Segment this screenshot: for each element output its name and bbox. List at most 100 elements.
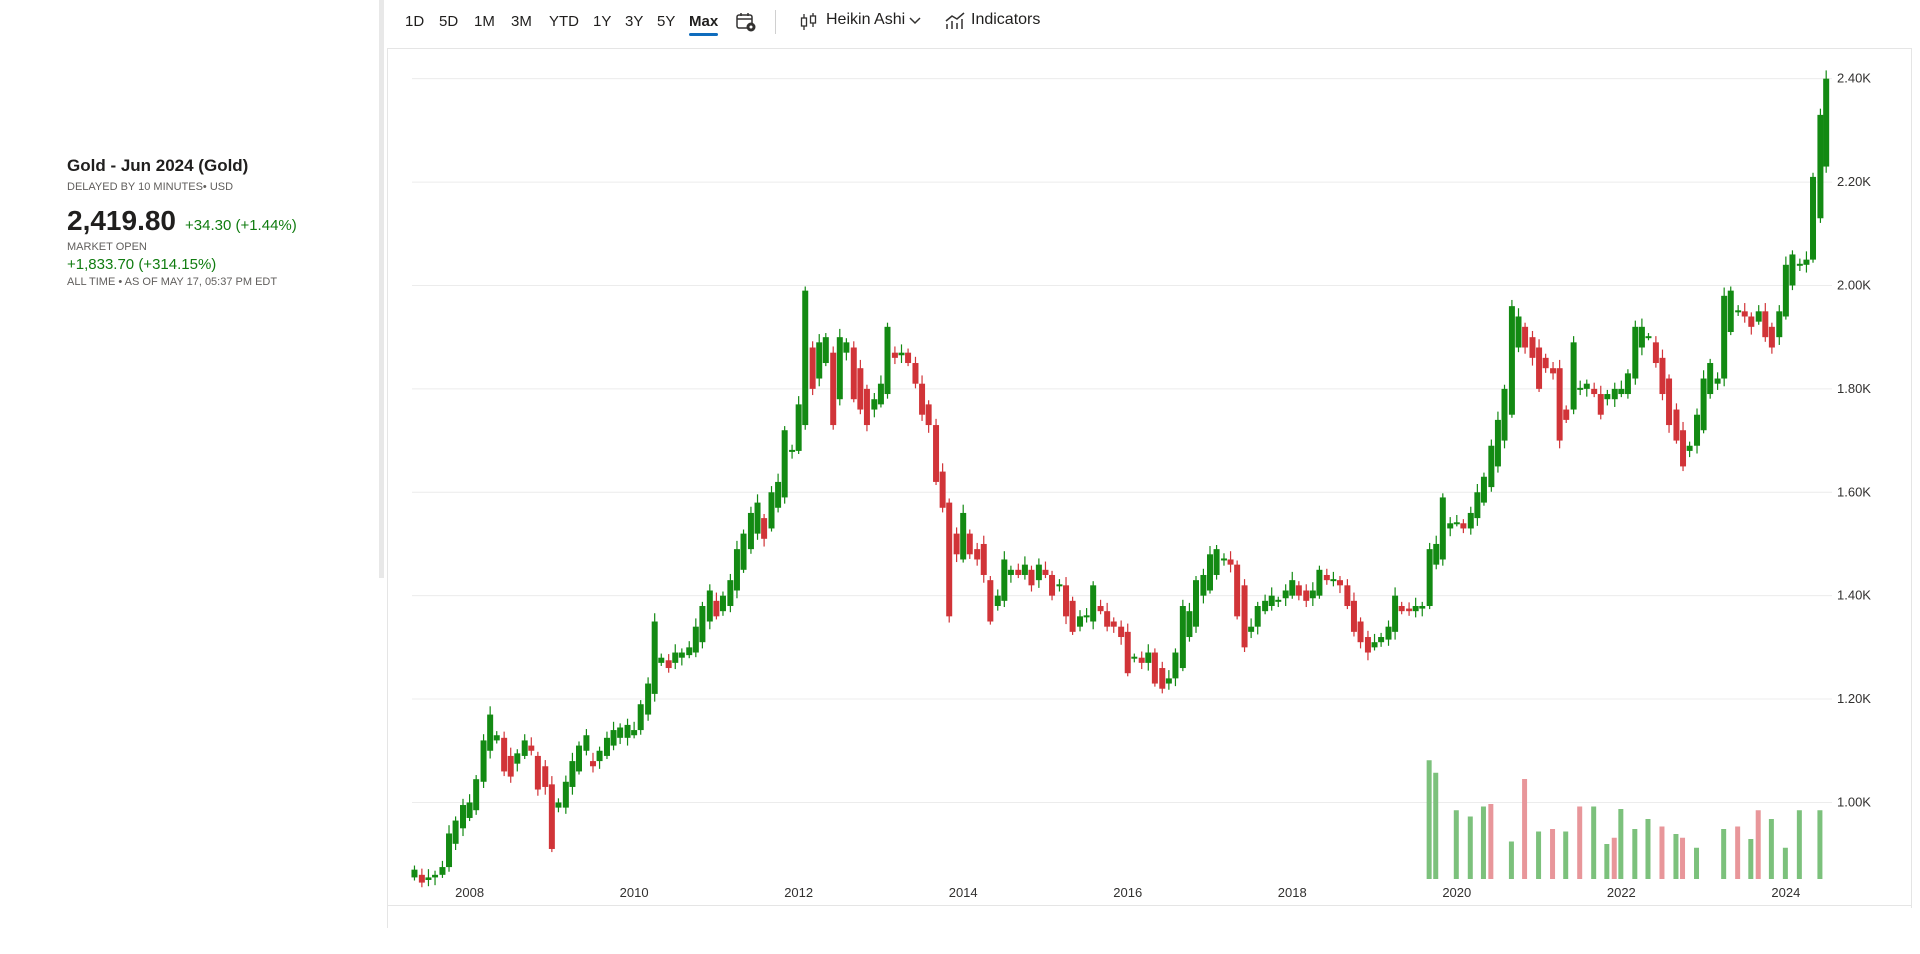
price-chart[interactable]: 1.00K 1.20K 1.40K 1.60K 1.80K 2.00K 2.20K 2.40K… bbox=[387, 50, 1912, 920]
candle[interactable] bbox=[1439, 493, 1446, 566]
candle[interactable] bbox=[1241, 579, 1248, 653]
candle[interactable] bbox=[1810, 172, 1817, 263]
candle[interactable] bbox=[452, 816, 459, 851]
candle[interactable] bbox=[843, 338, 850, 361]
candle[interactable] bbox=[1467, 506, 1474, 535]
candle[interactable] bbox=[1460, 519, 1467, 534]
candle[interactable] bbox=[1262, 594, 1269, 615]
candle[interactable] bbox=[1042, 561, 1049, 579]
candle[interactable] bbox=[1447, 517, 1454, 537]
candle[interactable] bbox=[1056, 579, 1063, 592]
candle[interactable] bbox=[1145, 644, 1152, 671]
candle[interactable] bbox=[1124, 623, 1131, 677]
candle[interactable] bbox=[1611, 382, 1618, 407]
candle[interactable] bbox=[1721, 287, 1728, 387]
candle[interactable] bbox=[507, 747, 514, 783]
candle[interactable] bbox=[980, 535, 987, 583]
range-1d-button[interactable]: 1D bbox=[405, 10, 424, 34]
candle[interactable] bbox=[795, 396, 802, 455]
candle[interactable] bbox=[1035, 558, 1042, 588]
candle[interactable] bbox=[1069, 596, 1076, 635]
candle[interactable] bbox=[1474, 483, 1481, 526]
candle[interactable] bbox=[1453, 515, 1460, 527]
candle[interactable] bbox=[1673, 403, 1680, 444]
candle[interactable] bbox=[1522, 322, 1529, 354]
candle[interactable] bbox=[1165, 670, 1172, 690]
indicators-icon[interactable] bbox=[944, 11, 966, 33]
candle[interactable] bbox=[501, 731, 508, 777]
candle[interactable] bbox=[960, 504, 967, 563]
candle[interactable] bbox=[1755, 305, 1762, 325]
candle[interactable] bbox=[1768, 322, 1775, 354]
range-ytd-button[interactable]: YTD bbox=[549, 10, 579, 34]
candle[interactable] bbox=[493, 731, 500, 744]
candle[interactable] bbox=[1419, 601, 1426, 617]
candle[interactable] bbox=[802, 286, 809, 430]
candle[interactable] bbox=[1542, 353, 1549, 373]
indicators-label[interactable]: Indicators bbox=[971, 11, 1041, 28]
candle[interactable] bbox=[1823, 70, 1830, 173]
candle[interactable] bbox=[1406, 602, 1413, 616]
candle[interactable] bbox=[740, 529, 747, 573]
candle[interactable] bbox=[789, 444, 796, 459]
candle[interactable] bbox=[1529, 330, 1536, 366]
candle[interactable] bbox=[733, 540, 740, 599]
candle[interactable] bbox=[706, 584, 713, 630]
candle[interactable] bbox=[1309, 582, 1316, 606]
candle[interactable] bbox=[1083, 608, 1090, 623]
candle[interactable] bbox=[624, 718, 631, 746]
candle[interactable] bbox=[1028, 565, 1035, 592]
candle[interactable] bbox=[830, 346, 837, 430]
candle[interactable] bbox=[754, 494, 761, 540]
candle[interactable] bbox=[719, 591, 726, 616]
candle[interactable] bbox=[1597, 385, 1604, 420]
candle[interactable] bbox=[1604, 389, 1611, 406]
candle[interactable] bbox=[1049, 570, 1056, 601]
candle[interactable] bbox=[487, 706, 494, 759]
candle[interactable] bbox=[610, 721, 617, 751]
candle[interactable] bbox=[480, 734, 487, 788]
candle[interactable] bbox=[521, 734, 528, 760]
candle[interactable] bbox=[645, 677, 652, 721]
candle[interactable] bbox=[1186, 602, 1193, 642]
candle[interactable] bbox=[1371, 633, 1378, 651]
candle[interactable] bbox=[713, 592, 720, 620]
candle[interactable] bbox=[1323, 568, 1330, 585]
candle[interactable] bbox=[1700, 370, 1707, 434]
candle[interactable] bbox=[1748, 312, 1755, 335]
candle[interactable] bbox=[1289, 571, 1296, 599]
candle[interactable] bbox=[1803, 251, 1810, 273]
candle[interactable] bbox=[1295, 581, 1302, 601]
candle[interactable] bbox=[1412, 597, 1419, 618]
candle[interactable] bbox=[1097, 599, 1104, 615]
candle[interactable] bbox=[1077, 610, 1084, 632]
candle[interactable] bbox=[514, 749, 521, 772]
range-3m-button[interactable]: 3M bbox=[511, 10, 532, 34]
candle[interactable] bbox=[460, 798, 467, 837]
range-3y-button[interactable]: 3Y bbox=[625, 10, 643, 34]
candle[interactable] bbox=[1577, 380, 1584, 396]
candle[interactable] bbox=[987, 576, 994, 625]
candle[interactable] bbox=[1789, 250, 1796, 291]
candle[interactable] bbox=[994, 589, 1001, 611]
candle[interactable] bbox=[1796, 258, 1803, 271]
candle[interactable] bbox=[542, 760, 549, 795]
candle[interactable] bbox=[617, 723, 624, 745]
candle[interactable] bbox=[1508, 299, 1515, 418]
candle[interactable] bbox=[966, 529, 973, 559]
candle[interactable] bbox=[1336, 576, 1343, 594]
candle[interactable] bbox=[1694, 408, 1701, 454]
candle[interactable] bbox=[1275, 596, 1282, 608]
candle[interactable] bbox=[1762, 303, 1769, 342]
candle[interactable] bbox=[1782, 256, 1789, 320]
candle[interactable] bbox=[891, 346, 898, 365]
candle[interactable] bbox=[528, 737, 535, 756]
chart-type-label[interactable]: Heikin Ashi bbox=[826, 11, 906, 28]
candle[interactable] bbox=[1680, 421, 1687, 472]
range-max-button[interactable]: Max bbox=[689, 10, 719, 36]
candle[interactable] bbox=[672, 644, 679, 670]
candle[interactable] bbox=[1344, 579, 1351, 610]
candle[interactable] bbox=[939, 463, 946, 513]
candle[interactable] bbox=[1618, 380, 1625, 398]
candle[interactable] bbox=[1330, 571, 1337, 587]
